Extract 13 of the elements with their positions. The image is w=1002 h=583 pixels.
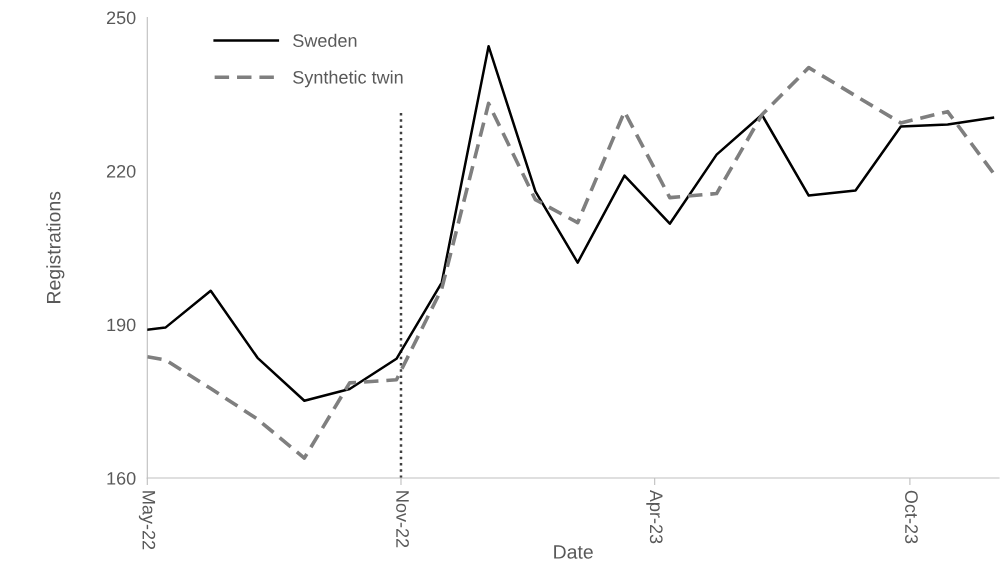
legend-label: Synthetic twin [293,70,403,88]
y-tick-label: 190 [107,318,136,332]
line-series [147,65,995,460]
y-tick-label: 220 [106,164,136,178]
x-tick-label: Apr-23 [646,489,663,544]
x-tick-label: Oct-23 [905,490,918,544]
x-axis-title: Date [554,545,593,559]
x-tick-label: May-22 [138,491,156,550]
legend-label: Sweden [293,33,357,47]
y-tick-label: 160 [107,471,136,485]
y-tick-label: 250 [106,11,136,25]
y-axis-title: Registrations [46,191,65,303]
x-tick-label: Nov-22 [396,491,409,548]
